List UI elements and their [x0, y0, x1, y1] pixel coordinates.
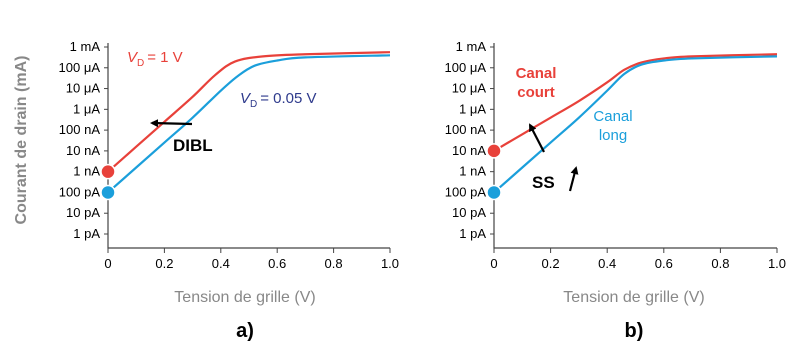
dibl-arrow [150, 119, 193, 128]
ss-label: SS [532, 173, 555, 192]
y-tick-label: 10 nA [66, 143, 100, 158]
y-axis-label-a: Courant de drain (mA) [13, 56, 30, 225]
x-tick-label: 0 [104, 256, 111, 271]
y-tick-label: 1 mA [456, 39, 487, 54]
panel-label-a: a) [236, 320, 254, 342]
line-vd-1v [107, 51, 391, 173]
y-tick-label: 10 μA [66, 81, 101, 96]
dibl-label: DIBL [173, 136, 213, 155]
y-ticks-b: 1 pA 10 pA 100 pA 1 nA 10 nA 100 nA 1 μA 10 μA 1… [445, 39, 494, 241]
label-vd-005v: VD = 0.05 V [240, 90, 317, 110]
y-tick-label: 1 mA [70, 39, 101, 54]
x-tick-label: 0.2 [542, 256, 560, 271]
x-tick-label: 0.4 [212, 256, 230, 271]
line-canal-long [493, 55, 778, 194]
x-axis-label-b: Tension de grille (V) [563, 289, 704, 306]
y-tick-label: 1 pA [459, 226, 486, 241]
x-ticks-b: 0 0.2 0.4 0.6 0.8 1.0 [490, 248, 786, 271]
label-canal-court: Canal court [516, 65, 557, 101]
x-tick-label: 0.8 [325, 256, 343, 271]
panel-b: 1 pA 10 pA 100 pA 1 nA 10 nA 100 nA 1 μA 10 μA 1… [445, 39, 787, 342]
y-tick-label: 10 μA [452, 81, 487, 96]
start-dot-vd-005v [100, 184, 116, 201]
line-vd-005v [107, 54, 391, 194]
ss-arrow-lower [568, 166, 579, 192]
y-ticks-a: 1 pA 10 pA 100 pA 1 nA 10 nA 100 nA 1 μA 10 μA 1… [59, 39, 108, 241]
y-tick-label: 1 nA [73, 164, 100, 179]
y-tick-label: 1 nA [459, 164, 486, 179]
y-tick-label: 10 pA [66, 205, 100, 220]
ss-arrow-upper [529, 123, 545, 153]
y-tick-label: 1 pA [73, 226, 100, 241]
label-canal-long: Canal long [593, 108, 632, 144]
x-axis-label-a: Tension de grille (V) [174, 289, 315, 306]
y-tick-label: 1 μA [459, 101, 486, 116]
y-tick-label: 10 pA [452, 205, 486, 220]
y-tick-label: 100 nA [59, 122, 101, 137]
x-tick-label: 1.0 [768, 256, 786, 271]
start-dot-vd-1v [100, 163, 116, 180]
x-tick-label: 0.6 [655, 256, 673, 271]
panel-a: Courant de drain (mA) 1 pA 10 pA 100 pA 1 n… [13, 39, 399, 342]
start-dot-canal-court [486, 143, 502, 159]
y-tick-label: 100 pA [59, 184, 101, 199]
panel-label-b: b) [625, 320, 644, 342]
x-ticks-a: 0 0.2 0.4 0.6 0.8 1.0 [104, 248, 399, 271]
y-tick-label: 1 μA [73, 101, 100, 116]
x-tick-label: 0.6 [268, 256, 286, 271]
axis-a [107, 43, 390, 249]
x-tick-label: 0.2 [155, 256, 173, 271]
x-tick-label: 0 [490, 256, 497, 271]
y-tick-label: 10 nA [452, 143, 486, 158]
y-tick-label: 100 μA [59, 60, 101, 75]
x-tick-label: 1.0 [381, 256, 399, 271]
y-tick-label: 100 pA [445, 184, 487, 199]
y-tick-label: 100 μA [445, 60, 487, 75]
x-tick-label: 0.4 [598, 256, 616, 271]
y-tick-label: 100 nA [445, 122, 487, 137]
start-dot-canal-long [486, 184, 502, 201]
line-canal-court [493, 53, 778, 152]
x-tick-label: 0.8 [711, 256, 729, 271]
label-vd-1v: VD = 1 V [127, 49, 183, 69]
